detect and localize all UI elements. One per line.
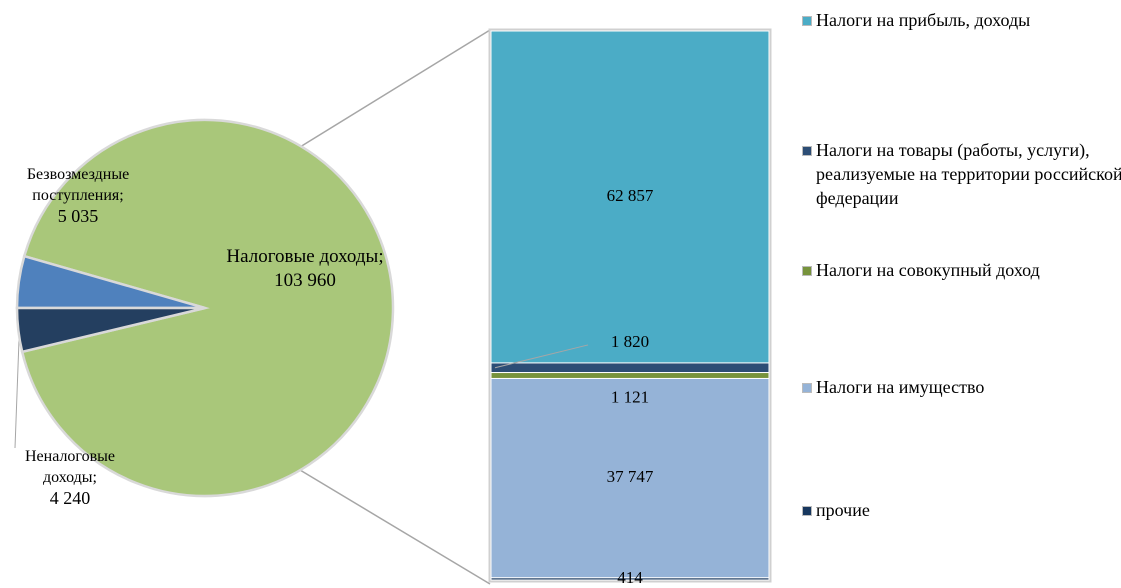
pie-label-separator: ; [92,469,97,486]
legend-item: Налоги на прибыль, доходы [800,8,1121,32]
pie-label: Неналоговые доходы; 4 240 [5,446,135,510]
bar-segment [490,577,770,581]
pie-slice [20,118,395,498]
bar-frame [488,28,772,583]
legend-item: Налоги на совокупный доход [800,258,1121,282]
legend-swatch [802,506,812,516]
pie-label-value: 4 240 [49,488,91,508]
pie-label-name: Безвозмездные поступления [26,166,130,204]
pie-label-value: 103 960 [274,270,336,291]
bar-label: 1 820 [611,332,649,351]
leader-line [14,339,20,449]
bar-segment [490,362,770,374]
bar-label: 414 [617,568,643,587]
pie-label: Налоговые доходы; 103 960 [225,245,385,293]
bar-segment [490,377,770,579]
bar-segment [490,372,770,379]
legend-label: Налоги на имущество [816,377,985,397]
bar-label: 1 121 [611,387,649,406]
connector-line [299,469,491,585]
legend-swatch [802,266,812,276]
legend-swatch [802,16,812,26]
legend-label: прочие [816,500,870,520]
bar-label: 62 857 [607,186,654,205]
pie-slice [15,306,206,354]
legend-item: Налоги на имущество [800,375,1121,399]
legend-label: Налоги на совокупный доход [816,260,1040,280]
pie-label-separator: ; [378,246,384,267]
pie-label-name: Налоговые доходы [226,246,379,267]
pie-label-separator: ; [119,187,124,204]
bar-segment [490,30,770,364]
leader-line [494,344,589,369]
pie-label-value: 5 035 [57,206,99,226]
connector-line [299,29,491,148]
pie-label-name: Неналоговые доходы [24,448,115,486]
legend-label: Налоги на товары (работы, услуги), реали… [816,140,1121,208]
legend-label: Налоги на прибыль, доходы [816,10,1031,30]
bar-label: 37 747 [607,467,654,486]
pie-label: Безвозмездные поступления; 5 035 [8,164,148,228]
legend-item: Налоги на товары (работы, услуги), реали… [800,138,1121,210]
legend-item: прочие [800,498,1121,522]
legend-swatch [802,146,812,156]
legend-swatch [802,383,812,393]
